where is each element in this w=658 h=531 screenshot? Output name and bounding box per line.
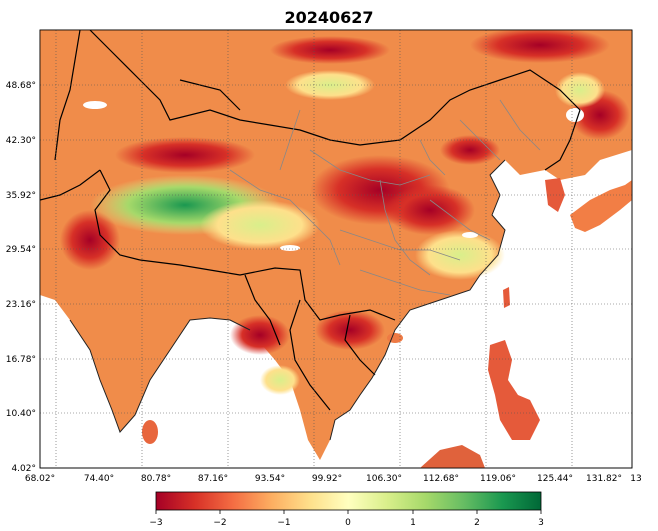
lat-tick: 23.16°	[6, 300, 36, 310]
sri-lanka	[142, 420, 158, 444]
colorbar: −3 −2 −1 0 1 2 3	[149, 491, 544, 528]
lon-axis: 68.02° 74.40° 80.78° 87.16° 93.54° 99.92…	[25, 474, 642, 484]
coastlines	[69, 159, 506, 441]
lon-tick: 74.40°	[84, 474, 114, 484]
graticule	[40, 30, 632, 468]
colorbar-tick: 3	[538, 518, 544, 528]
borneo	[420, 445, 485, 468]
lat-tick: 4.02°	[11, 464, 36, 474]
lon-tick: 68.02°	[25, 474, 55, 484]
colorbar-gradient	[155, 491, 542, 511]
lat-tick: 29.54°	[6, 245, 36, 255]
lon-tick: 80.78°	[141, 474, 171, 484]
lat-tick: 42.30°	[6, 136, 36, 146]
lon-tick: 119.06°	[480, 474, 516, 484]
taiwan	[503, 287, 510, 308]
lat-tick: 10.40°	[6, 409, 36, 419]
philippines	[488, 340, 540, 440]
lat-tick: 48.68°	[6, 81, 36, 91]
lon-tick: 125.44°	[537, 474, 573, 484]
colorbar-tick: −3	[149, 518, 162, 528]
lon-tick: 106.30°	[366, 474, 402, 484]
province-borders	[229, 99, 541, 296]
lat-tick: 16.78°	[6, 355, 36, 365]
hainan	[387, 333, 403, 343]
colorbar-tick: 2	[474, 518, 480, 528]
lat-axis: 48.68° 42.30° 35.92° 29.54° 23.16° 16.78…	[6, 81, 36, 474]
japan	[570, 180, 632, 232]
lat-tick: 35.92°	[6, 191, 36, 201]
colorbar-tick: 0	[345, 518, 351, 528]
lon-tick: 87.16°	[198, 474, 228, 484]
lon-tick: 131.82°	[586, 474, 622, 484]
colorbar-tick: 1	[410, 518, 416, 528]
colorbar-tick: −2	[213, 518, 226, 528]
country-borders	[40, 30, 581, 411]
lon-tick: 112.68°	[423, 474, 459, 484]
colorbar-tick: −1	[277, 518, 290, 528]
korea	[545, 178, 565, 212]
map-title: 20240627	[284, 8, 374, 27]
data-layer	[40, 30, 632, 468]
lon-tick: 13	[630, 474, 641, 484]
lon-tick: 93.54°	[255, 474, 285, 484]
lon-tick: 99.92°	[312, 474, 342, 484]
